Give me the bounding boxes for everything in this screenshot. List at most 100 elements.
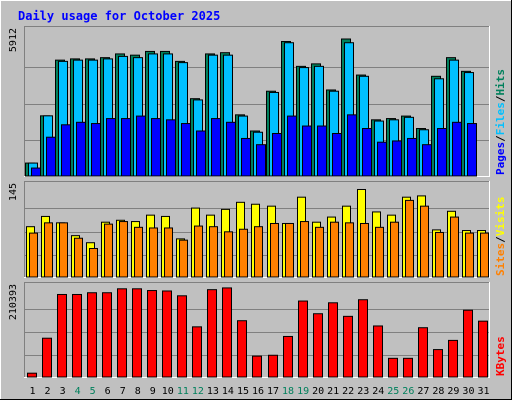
bar-sites-day-14 <box>224 231 233 278</box>
bar-kbytes-day-16 <box>252 355 262 378</box>
bar-sites-day-25 <box>390 221 399 278</box>
bar-kbytes-day-15 <box>237 320 247 378</box>
bar-sites-day-30 <box>465 232 474 278</box>
legend-entry-pages: Pages <box>494 142 507 175</box>
legend-entry-hits: Hits <box>494 69 507 96</box>
bar-kbytes-day-6 <box>102 292 112 378</box>
bar-kbytes-day-23 <box>358 299 368 378</box>
y-axis-max-label: 5912 <box>8 28 19 52</box>
bar-kbytes-day-31 <box>478 320 488 378</box>
bar-kbytes-day-22 <box>343 315 353 378</box>
bar-pages-day-3 <box>61 124 71 177</box>
y-axis-max-label: 145 <box>8 183 19 201</box>
bar-kbytes-day-9 <box>147 290 157 378</box>
x-axis-day-labels: 1 2 3 4 5 6 7 8 9 10 11 12 13 14 15 16 17 18 19 20 21 22 23 24 2… <box>30 386 490 397</box>
x-tick-label-27: 27 <box>417 386 429 397</box>
bar-sites-day-16 <box>254 226 263 278</box>
bar-pages-day-29 <box>452 121 462 177</box>
bar-sites-day-18 <box>285 222 294 278</box>
x-tick-label-2: 2 <box>45 386 51 397</box>
bar-sites-day-10 <box>164 227 173 278</box>
x-tick-label-4: 4 <box>75 386 81 397</box>
bar-kbytes-day-13 <box>207 289 217 378</box>
x-tick-label-30: 30 <box>462 386 474 397</box>
bar-sites-day-3 <box>59 222 68 278</box>
chart-title: Daily usage for October 2025 <box>18 9 220 23</box>
bar-kbytes-day-10 <box>162 290 172 378</box>
x-tick-label-10: 10 <box>162 386 174 397</box>
x-tick-label-15: 15 <box>237 386 249 397</box>
legend-entry-visits: Visits <box>494 197 507 237</box>
bar-kbytes-day-18 <box>283 335 293 378</box>
bar-pages-day-26 <box>407 137 417 177</box>
x-tick-label-9: 9 <box>150 386 156 397</box>
bar-sites-day-9 <box>149 227 158 278</box>
bar-sites-day-13 <box>209 226 218 278</box>
x-tick-label-6: 6 <box>105 386 111 397</box>
bar-kbytes-day-29 <box>448 339 458 378</box>
legend: Pages/Files/Hits <box>494 69 507 175</box>
bar-pages-day-10 <box>166 119 176 177</box>
x-tick-label-31: 31 <box>477 386 489 397</box>
bar-sites-day-21 <box>330 221 339 278</box>
bar-pages-day-9 <box>151 118 161 177</box>
bar-sites-day-29 <box>450 216 459 278</box>
bar-kbytes-day-1 <box>27 372 37 378</box>
x-tick-label-3: 3 <box>60 386 66 397</box>
bar-kbytes-day-17 <box>268 354 278 378</box>
legend-separator: / <box>494 135 507 142</box>
chart-panels: 5912Pages/Files/Hits145Sites/Visits21039… <box>8 26 507 378</box>
bar-kbytes-day-21 <box>328 302 338 378</box>
bar-sites-day-6 <box>104 223 113 278</box>
x-tick-label-5: 5 <box>90 386 96 397</box>
bar-pages-day-25 <box>392 140 402 177</box>
bar-sites-day-26 <box>405 199 414 278</box>
bar-pages-day-8 <box>136 115 146 177</box>
bar-pages-day-27 <box>422 144 432 177</box>
bar-sites-day-23 <box>360 222 369 278</box>
bar-sites-day-20 <box>315 226 324 278</box>
bar-pages-day-16 <box>256 144 266 177</box>
bar-pages-day-11 <box>181 123 191 177</box>
x-tick-label-16: 16 <box>252 386 264 397</box>
bar-pages-day-7 <box>121 118 131 177</box>
legend-separator: / <box>494 236 507 243</box>
x-tick-label-7: 7 <box>120 386 126 397</box>
bar-pages-day-23 <box>362 128 372 177</box>
bar-sites-day-15 <box>239 228 248 278</box>
bar-pages-day-28 <box>437 128 447 177</box>
bar-pages-day-18 <box>287 115 297 177</box>
x-tick-label-26: 26 <box>402 386 414 397</box>
bar-sites-day-8 <box>134 226 143 278</box>
bar-pages-day-12 <box>196 130 206 177</box>
bar-sites-day-11 <box>179 239 188 278</box>
legend-entry-kbytes: KBytes <box>494 336 507 376</box>
bar-pages-day-17 <box>272 132 282 177</box>
bar-kbytes-day-4 <box>72 293 82 378</box>
bar-kbytes-day-27 <box>418 327 428 378</box>
bar-sites-day-31 <box>480 232 489 278</box>
bar-sites-day-12 <box>194 225 203 278</box>
bar-sites-day-1 <box>29 232 38 278</box>
bar-sites-day-4 <box>74 237 83 278</box>
bar-kbytes-day-2 <box>42 337 52 378</box>
bar-pages-day-30 <box>467 123 477 177</box>
bar-pages-day-2 <box>46 136 56 177</box>
bar-sites-day-7 <box>119 221 128 278</box>
x-tick-label-24: 24 <box>372 386 384 397</box>
legend: Sites/Visits <box>494 197 507 277</box>
bar-pages-day-20 <box>317 125 327 177</box>
bar-kbytes-day-24 <box>373 325 383 378</box>
bar-kbytes-day-7 <box>117 288 127 378</box>
x-tick-label-13: 13 <box>207 386 219 397</box>
legend-entry-files: Files <box>494 102 507 135</box>
bar-kbytes-day-11 <box>177 295 187 378</box>
bar-kbytes-day-20 <box>313 313 323 378</box>
x-tick-label-14: 14 <box>222 386 234 397</box>
bar-pages-day-19 <box>302 125 312 177</box>
bar-kbytes-day-3 <box>57 293 67 378</box>
bar-sites-day-22 <box>345 222 354 278</box>
legend: KBytes <box>494 336 507 376</box>
